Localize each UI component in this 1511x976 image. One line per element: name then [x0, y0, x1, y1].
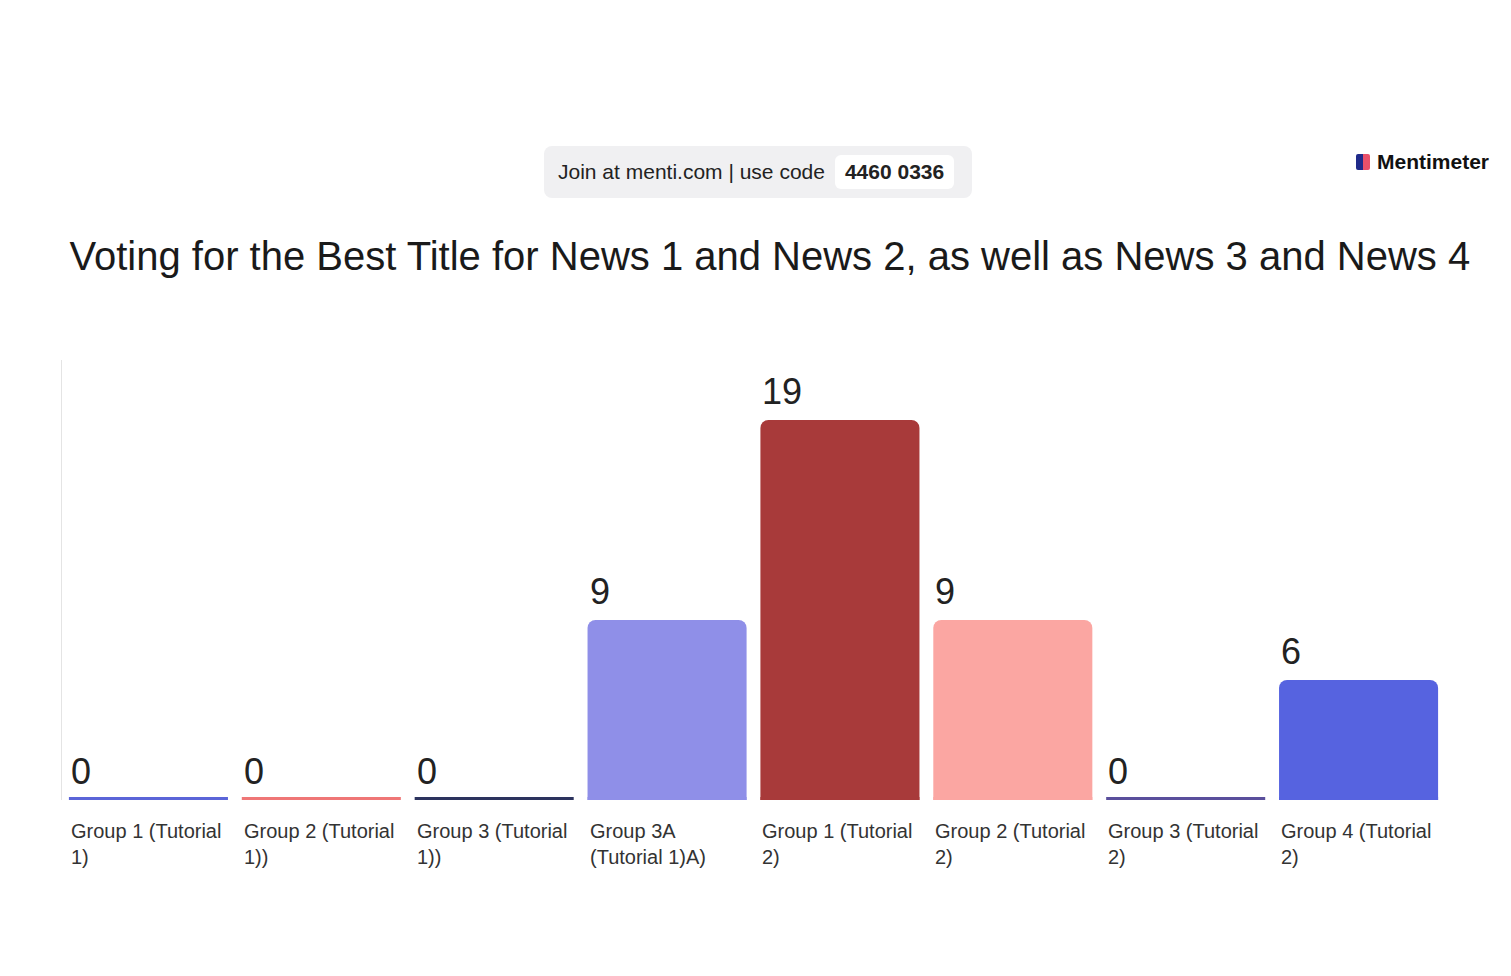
svg-text:Group 2 (Tutorial1)): Group 2 (Tutorial1)): [244, 820, 394, 868]
svg-text:Group 3A(Tutorial 1)A): Group 3A(Tutorial 1)A): [590, 820, 706, 868]
svg-text:9: 9: [935, 571, 955, 612]
html-text:4460 0336: 4460 0336: [844, 160, 945, 183]
svg-text:0: 0: [71, 751, 91, 792]
svg-text:6: 6: [1281, 631, 1301, 672]
svg-text:9: 9: [590, 571, 610, 612]
svg-text:19: 19: [762, 371, 802, 412]
html-text:Mentimeter: Mentimeter: [1377, 150, 1489, 173]
html-text:Join at menti.com | use code: Join at menti.com | use code: [558, 160, 825, 183]
svg-text:0: 0: [244, 751, 264, 792]
svg-text:Group 1 (Tutorial1): Group 1 (Tutorial1): [71, 820, 221, 868]
svg-text:Group 2 (Tutorial2): Group 2 (Tutorial2): [935, 820, 1085, 868]
svg-text:Voting for the Best Title for: Voting for the Best Title for News 1 and…: [70, 234, 1471, 278]
svg-text:Group 1 (Tutorial2): Group 1 (Tutorial2): [762, 820, 912, 868]
svg-text:0: 0: [417, 751, 437, 792]
svg-text:0: 0: [1108, 751, 1128, 792]
svg-text:Group 4 (Tutorial2): Group 4 (Tutorial2): [1281, 820, 1431, 868]
svg-text:Group 3 (Tutorial2): Group 3 (Tutorial2): [1108, 820, 1258, 868]
svg-text:Group 3 (Tutorial1)): Group 3 (Tutorial1)): [417, 820, 567, 868]
